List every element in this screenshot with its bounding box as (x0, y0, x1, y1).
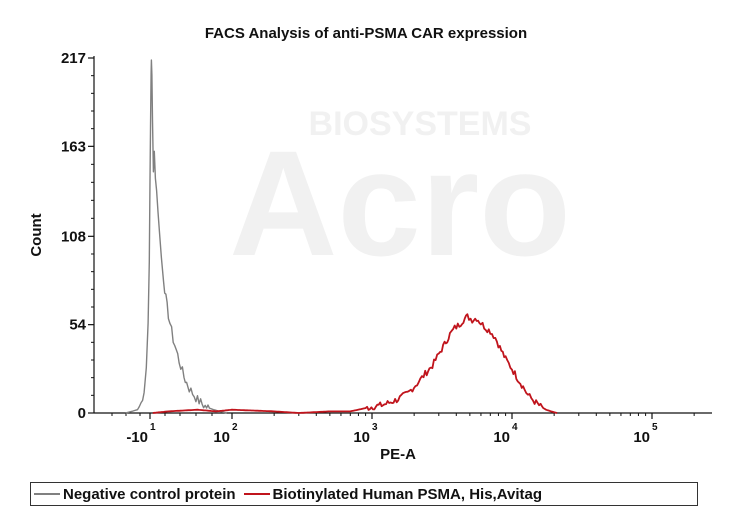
x-tick-exponent: 1 (150, 422, 156, 433)
x-tick-exponent: 5 (652, 422, 658, 433)
series-psma-line (152, 313, 558, 414)
legend-swatch-gray (34, 493, 60, 495)
watermark-brand: Acro (229, 119, 571, 287)
watermark: BIOSYSTEMS Acro (229, 105, 571, 287)
x-axis-label: PE-A (380, 446, 416, 463)
legend-label: Negative control protein (63, 485, 236, 503)
x-tick-exponent: 4 (512, 422, 518, 433)
series-negative-control-line (125, 59, 227, 414)
x-tick-label: 10 (353, 429, 370, 446)
y-tick-label: 108 (61, 228, 86, 245)
x-tick-label: 10 (213, 429, 230, 446)
x-tick-label: 10 (493, 429, 510, 446)
legend-item-negative-control: Negative control protein (34, 486, 236, 503)
y-tick-label: 0 (78, 405, 86, 422)
y-ticks: 0 54 108 163 217 (61, 50, 94, 422)
x-tick-label: 10 (633, 429, 650, 446)
legend: Negative control protein Biotinylated Hu… (30, 482, 698, 506)
y-axis-label: Count (28, 213, 45, 256)
legend-item-psma: Biotinylated Human PSMA, His,Avitag (243, 485, 543, 503)
watermark-tagline: BIOSYSTEMS (309, 105, 532, 143)
y-tick-label: 217 (61, 50, 86, 67)
x-tick-label: -10 (126, 429, 148, 446)
y-tick-label: 163 (61, 138, 86, 155)
chart-title: FACS Analysis of anti-PSMA CAR expressio… (205, 25, 527, 42)
x-tick-exponent: 2 (232, 422, 238, 433)
legend-label: Biotinylated Human PSMA, His,Avitag (272, 485, 543, 503)
legend-swatch-red (243, 493, 270, 495)
x-tick-exponent: 3 (372, 422, 378, 433)
histogram-series (125, 59, 558, 414)
y-tick-label: 54 (69, 317, 86, 334)
